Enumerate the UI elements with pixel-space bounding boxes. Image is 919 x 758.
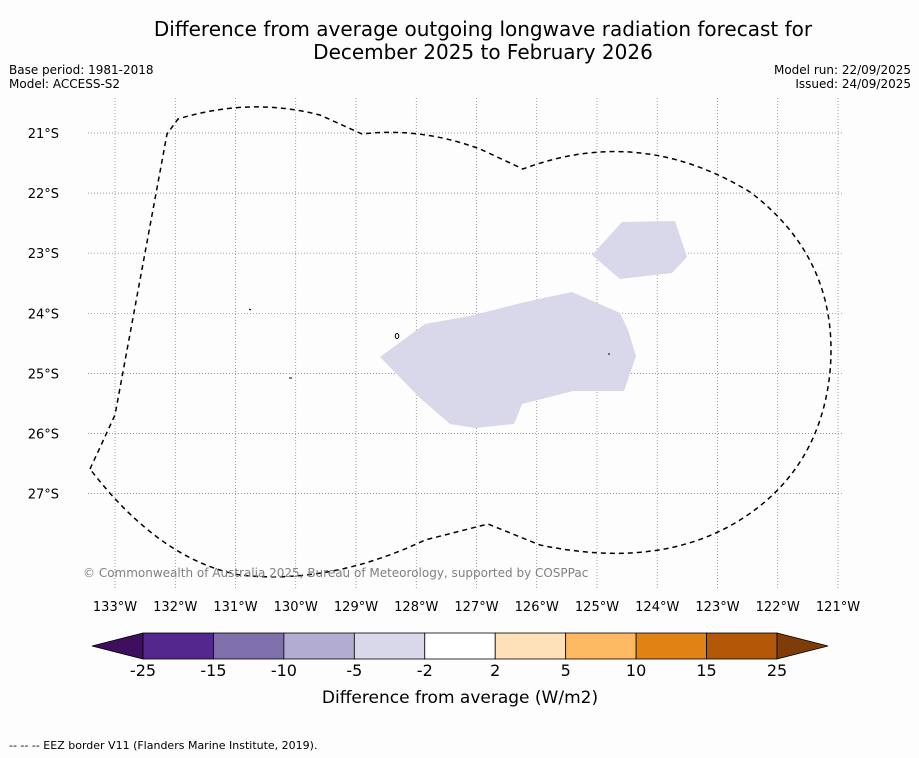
latitude-label: 26°S (28, 428, 59, 443)
colorbar-tick-label: -10 (271, 661, 297, 680)
colorbar-title: Difference from average (W/m2) (322, 688, 598, 708)
latitude-labels: 21°S 22°S 23°S 24°S 25°S 26°S 27°S (28, 127, 59, 503)
colorbar-tick-label: 15 (696, 661, 716, 680)
anomaly-regions (380, 221, 687, 428)
colorbar-segment (283, 632, 355, 660)
longitude-label: 131°W (213, 600, 257, 615)
latitude-label: 25°S (28, 367, 59, 382)
colorbar-tick-label: -15 (200, 661, 226, 680)
latitude-label: 23°S (28, 247, 59, 262)
latitude-label: 24°S (28, 307, 59, 322)
title-line-2: December 2025 to February 2026 (313, 40, 653, 64)
colorbar-tick-label: 2 (490, 661, 500, 680)
latitude-label: 22°S (28, 187, 59, 202)
island-mark (394, 333, 400, 339)
chart-title: Difference from average outgoing longwav… (0, 18, 919, 64)
meta-left: Base period: 1981-2018 Model: ACCESS-S2 (9, 63, 154, 91)
colorbar-tick-label: 5 (561, 661, 571, 680)
base-period: Base period: 1981-2018 (9, 63, 154, 77)
colorbar-segment (142, 632, 214, 660)
colorbar-tick-label: -5 (346, 661, 362, 680)
longitude-label: 133°W (93, 600, 137, 615)
latitude-label: 21°S (28, 127, 59, 142)
anomaly-region-northeast (592, 221, 687, 279)
colorbar-segments (142, 632, 778, 660)
longitude-label: 122°W (756, 600, 800, 615)
latitude-label: 27°S (28, 488, 59, 503)
colorbar-segment (565, 632, 637, 660)
colorbar-tick-label: 25 (767, 661, 787, 680)
issued-date: Issued: 24/09/2025 (795, 77, 911, 91)
colorbar: -25 -15 -10 -5 -2 2 5 10 15 25 Difference from av… (91, 632, 829, 708)
longitude-label: 125°W (575, 600, 619, 615)
longitude-label: 124°W (635, 600, 679, 615)
colorbar-tick-label: -25 (130, 661, 156, 680)
colorbar-tick-labels: -25 -15 -10 -5 -2 2 5 10 15 25 (130, 661, 787, 680)
longitude-label: 121°W (816, 600, 860, 615)
island-mark (248, 308, 252, 311)
longitude-label: 130°W (274, 600, 318, 615)
longitude-label: 126°W (515, 600, 559, 615)
colorbar-segment (353, 632, 426, 660)
colorbar-segment (424, 632, 496, 660)
eez-border (89, 106, 832, 578)
model-run: Model run: 22/09/2025 (773, 63, 911, 77)
longitude-label: 127°W (454, 600, 498, 615)
copyright-notice: © Commonwealth of Australia 2025, Bureau… (83, 566, 588, 580)
colorbar-segment (706, 632, 778, 660)
longitude-label: 128°W (394, 600, 438, 615)
colorbar-extend-high (776, 632, 829, 660)
colorbar-segment (635, 632, 707, 660)
longitude-label: 129°W (334, 600, 378, 615)
longitude-labels: 133°W 132°W 131°W 130°W 129°W 128°W 127°W 126°W… (93, 600, 860, 615)
longitude-label: 132°W (153, 600, 197, 615)
title-line-1: Difference from average outgoing longwav… (153, 17, 813, 41)
colorbar-tick-label: 10 (626, 661, 646, 680)
colorbar-extend-low (91, 632, 144, 660)
colorbar-tick-label: -2 (417, 661, 433, 680)
model-name: Model: ACCESS-S2 (9, 77, 121, 91)
colorbar-segment (213, 632, 285, 660)
anomaly-region-central (380, 292, 636, 428)
colorbar-segment (494, 632, 567, 660)
islands (248, 308, 610, 379)
meta-right: Model run: 22/09/2025 Issued: 24/09/2025 (774, 63, 911, 91)
longitude-label: 123°W (695, 600, 739, 615)
footer-note: -- -- -- EEZ border V11 (Flanders Marine… (9, 739, 318, 752)
